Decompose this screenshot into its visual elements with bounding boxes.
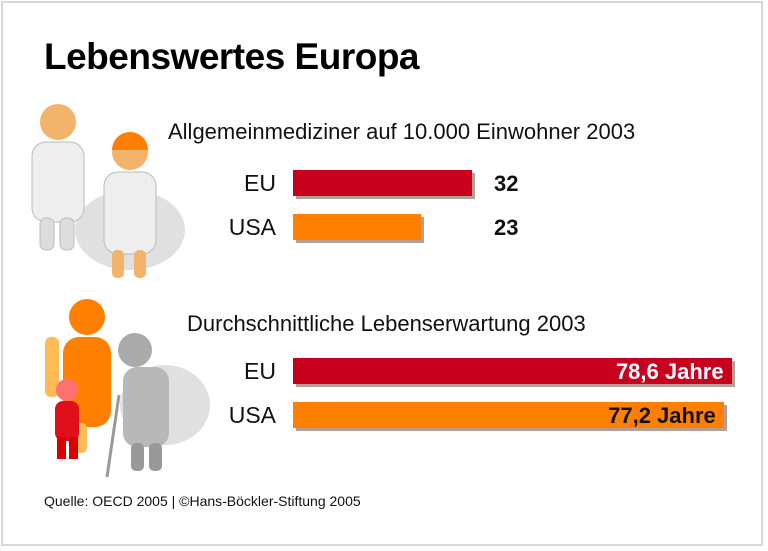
chart2-value-eu: 78,6 Jahre (615, 359, 724, 384)
chart2-bar-usa: 77,2 Jahre (293, 402, 724, 428)
chart2-category-eu: EU (244, 358, 276, 384)
chart2-value-usa: 77,2 Jahre (608, 403, 716, 428)
chart1-category-eu: EU (244, 170, 276, 196)
chart1-category-usa: USA (228, 214, 276, 240)
chart2-bar-eu: 78,6 Jahre (293, 358, 732, 384)
family-figure-icon (45, 299, 210, 478)
chart1-value-eu: 32 (494, 171, 519, 196)
doctors-figure-icon (31, 104, 185, 278)
page-title: Lebenswertes Europa (44, 36, 420, 77)
chart1-value-usa: 23 (494, 215, 519, 240)
chart2-category-usa: USA (228, 402, 276, 428)
source-note: Quelle: OECD 2005 | ©Hans-Böckler-Stiftu… (44, 493, 361, 509)
chart2-title: Durchschnittliche Lebenserwartung 2003 (187, 311, 586, 336)
chart1-bar-usa (293, 214, 422, 240)
chart1-title: Allgemeinmediziner auf 10.000 Einwohner … (168, 119, 636, 144)
chart1-bar-eu (293, 170, 472, 196)
